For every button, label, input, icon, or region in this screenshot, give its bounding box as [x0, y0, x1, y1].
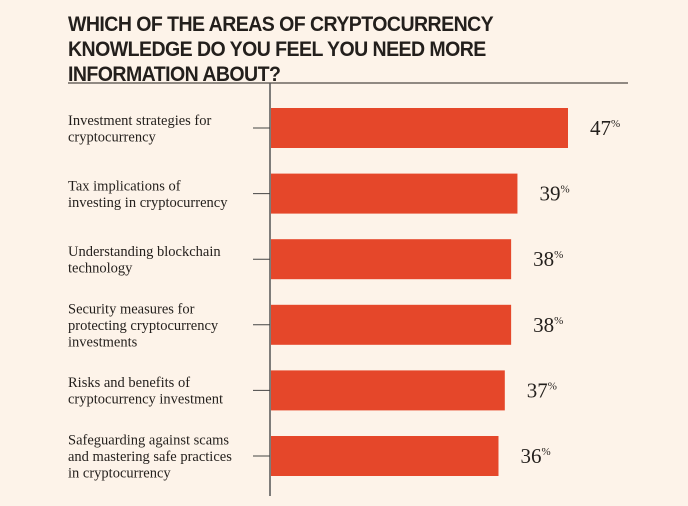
category-label: Tax implications of investing in cryptocu… — [68, 178, 228, 211]
data-label: 37% — [527, 378, 557, 402]
bar — [271, 436, 499, 476]
bar — [271, 239, 512, 280]
bar — [271, 173, 518, 214]
data-label: 36% — [520, 444, 550, 468]
data-label: 38% — [533, 247, 563, 271]
category-label: Risks and benefits of cryptocurrency inve… — [68, 375, 223, 408]
category-label: Security measures for protecting cryptocu… — [68, 301, 219, 350]
category-label: Understanding blockchain technology — [68, 244, 221, 277]
chart-title: WHICH OF THE AREAS OF CRYPTOCURRENCY KNO… — [68, 13, 493, 86]
data-label: 47% — [590, 116, 620, 140]
bar — [271, 370, 505, 411]
bar — [271, 304, 512, 345]
data-label: 38% — [533, 313, 563, 337]
category-label: Safeguarding against scams and mastering … — [68, 433, 232, 482]
bar — [271, 108, 568, 148]
category-label: Investment strategies for cryptocurrency — [68, 113, 212, 146]
data-label: 39% — [539, 182, 569, 206]
